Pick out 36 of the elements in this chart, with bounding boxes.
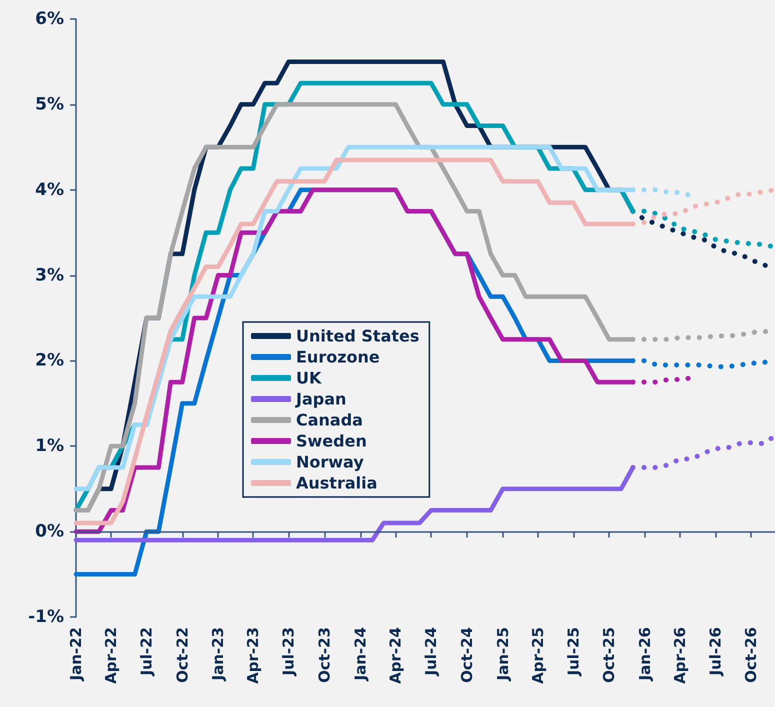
legend-label: UK — [296, 368, 322, 388]
legend-label: Canada — [296, 410, 363, 430]
x-tick-label: Jul-24 — [422, 627, 440, 677]
x-tick-label: Jan-24 — [351, 627, 370, 682]
legend-label: United States — [296, 326, 420, 346]
x-tick-label: Jan-25 — [494, 627, 512, 682]
y-tick-label: 6% — [35, 9, 64, 29]
legend-label: Sweden — [296, 432, 367, 450]
y-tick-label: 4% — [35, 180, 64, 200]
y-tick-label: -1% — [28, 607, 64, 627]
x-tick-label: Jan-23 — [209, 627, 228, 682]
y-tick-label: 2% — [35, 350, 64, 371]
x-tick-label: Apr-24 — [386, 627, 405, 684]
y-tick-label: 1% — [35, 436, 64, 456]
legend-label: Norway — [296, 452, 364, 472]
x-tick-label: Jan-26 — [636, 627, 654, 682]
x-tick-label: Oct-23 — [315, 627, 334, 683]
legend-label: Eurozone — [296, 348, 380, 366]
x-tick-label: Jul-23 — [280, 627, 298, 677]
x-tick-label: Oct-25 — [600, 627, 618, 683]
x-tick-label: Apr-26 — [670, 627, 689, 684]
x-tick-label: Oct-26 — [742, 627, 760, 683]
x-tick-label: Jan-22 — [67, 627, 85, 682]
legend-label: Australia — [296, 474, 378, 492]
y-tick-label: 0% — [35, 522, 64, 542]
x-tick-label: Apr-23 — [244, 627, 262, 684]
y-tick-label: 3% — [35, 265, 64, 286]
x-tick-label: Apr-22 — [102, 627, 120, 684]
x-tick-label: Jul-25 — [564, 627, 582, 677]
y-tick-label: 5% — [35, 94, 64, 114]
x-tick-label: Jul-26 — [706, 627, 724, 677]
x-tick-label: Jul-22 — [137, 627, 156, 677]
x-tick-label: Oct-22 — [173, 627, 192, 683]
x-tick-label: Apr-25 — [528, 627, 547, 684]
legend-label: Japan — [295, 390, 346, 408]
x-tick-label: Oct-24 — [458, 627, 476, 683]
